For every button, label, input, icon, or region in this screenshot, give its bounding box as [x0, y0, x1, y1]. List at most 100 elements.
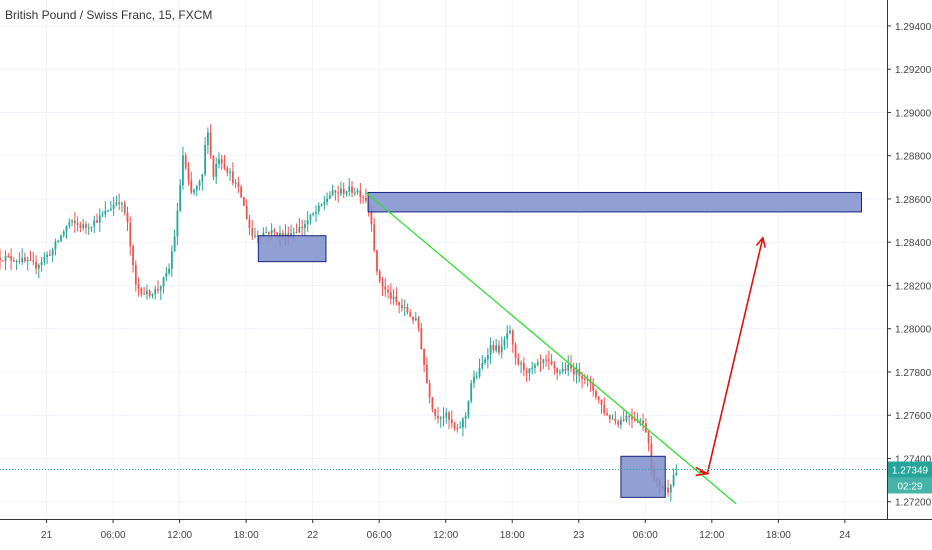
candle-body — [434, 409, 437, 416]
y-tick-label: 1.29400 — [895, 22, 932, 33]
candle-body — [534, 365, 536, 368]
candle-body — [57, 240, 60, 242]
candle-body — [542, 359, 545, 363]
candle-body — [1, 260, 4, 262]
candle-body — [101, 214, 104, 216]
candle-body — [403, 306, 406, 308]
candle-body — [15, 261, 18, 263]
candle-body — [254, 235, 256, 237]
candle-body — [351, 186, 353, 193]
candle-body — [531, 367, 534, 369]
y-tick-label: 1.27600 — [895, 411, 932, 422]
candle-body — [298, 226, 301, 233]
candle-body — [123, 203, 126, 213]
candle-body — [414, 318, 417, 321]
countdown-label: 02:29 — [897, 481, 922, 492]
candle-body — [32, 260, 35, 262]
candle-body — [595, 391, 597, 397]
candle-body — [109, 208, 112, 211]
y-axis: 1.29400 1.29200 1.29000 1.28800 1.28600 1.284… — [887, 22, 932, 509]
candle-body — [395, 296, 398, 303]
candle-body — [567, 364, 570, 371]
candle-body — [528, 368, 531, 374]
candle-body — [65, 225, 68, 232]
candle-body — [295, 232, 298, 234]
candle-body — [631, 416, 633, 419]
candle-body — [195, 185, 198, 191]
candle-body — [157, 288, 159, 291]
candle-body — [506, 333, 509, 340]
candle-body — [459, 427, 462, 429]
candle-body — [96, 220, 98, 223]
candle-body — [423, 348, 425, 366]
candle-body — [245, 205, 248, 220]
candle-body — [417, 318, 420, 329]
candle-body — [154, 288, 157, 295]
candle-body — [464, 415, 467, 419]
candle-body — [359, 190, 362, 198]
candle-body — [337, 192, 340, 194]
y-tick-label: 1.28400 — [895, 238, 932, 249]
candle-body — [104, 210, 107, 215]
zone-rectangle — [257, 235, 327, 263]
candle-body — [462, 418, 464, 428]
candle-body — [450, 419, 453, 424]
candle-body — [370, 210, 373, 225]
candle-body — [611, 418, 614, 420]
candle-body — [129, 222, 132, 247]
candle-body — [165, 273, 168, 278]
candle-body — [592, 382, 595, 392]
candle-body — [148, 290, 151, 296]
candle-body — [606, 413, 608, 415]
candle-body — [412, 316, 414, 321]
candle-body — [456, 427, 459, 429]
candle-body — [256, 235, 259, 237]
candle-body — [489, 344, 492, 355]
x-tick-label: 12:00 — [699, 530, 724, 541]
candle-body — [559, 371, 561, 373]
candle-body — [453, 423, 456, 428]
candle-body — [401, 305, 403, 308]
candle-body — [312, 213, 315, 216]
candle-body — [7, 255, 10, 257]
candle-body — [162, 277, 165, 287]
candle-body — [140, 288, 143, 294]
candle-body — [51, 249, 54, 256]
countdown-tag — [888, 477, 932, 494]
candle-body — [340, 188, 342, 194]
candle-body — [550, 360, 553, 365]
y-tick-label: 1.28600 — [895, 195, 932, 206]
candle-body — [112, 204, 115, 209]
candle-body — [71, 220, 73, 223]
candle-body — [137, 284, 140, 289]
candle-body — [35, 261, 37, 269]
candle-body — [503, 339, 506, 346]
candle-body — [498, 345, 500, 353]
candle-body — [37, 264, 40, 269]
candle-body — [198, 181, 201, 186]
candle-body — [614, 418, 617, 422]
candle-body — [486, 354, 489, 360]
candle-body — [514, 344, 517, 359]
y-tick-label: 1.29200 — [895, 65, 932, 76]
candle-body — [373, 224, 376, 251]
candle-body — [18, 261, 21, 263]
x-tick-label: 12:00 — [167, 530, 192, 541]
y-tick-label: 1.28000 — [895, 325, 932, 336]
candle-body — [475, 376, 478, 378]
candle-body — [323, 201, 326, 205]
candle-body — [209, 132, 212, 156]
x-axis: 21 06:00 12:00 18:00 22 06:00 12:00 18:00 23 06:0… — [41, 519, 851, 541]
candle-body — [132, 246, 134, 266]
candle-body — [356, 190, 359, 193]
candle-body — [334, 190, 337, 193]
zone-rectangle — [367, 191, 862, 213]
candle-body — [448, 412, 450, 420]
candle-body — [342, 188, 345, 194]
candle-body — [561, 368, 564, 372]
candle-body — [570, 364, 572, 369]
candle-body — [118, 202, 121, 204]
candle-body — [387, 289, 389, 293]
candle-body — [73, 220, 76, 224]
